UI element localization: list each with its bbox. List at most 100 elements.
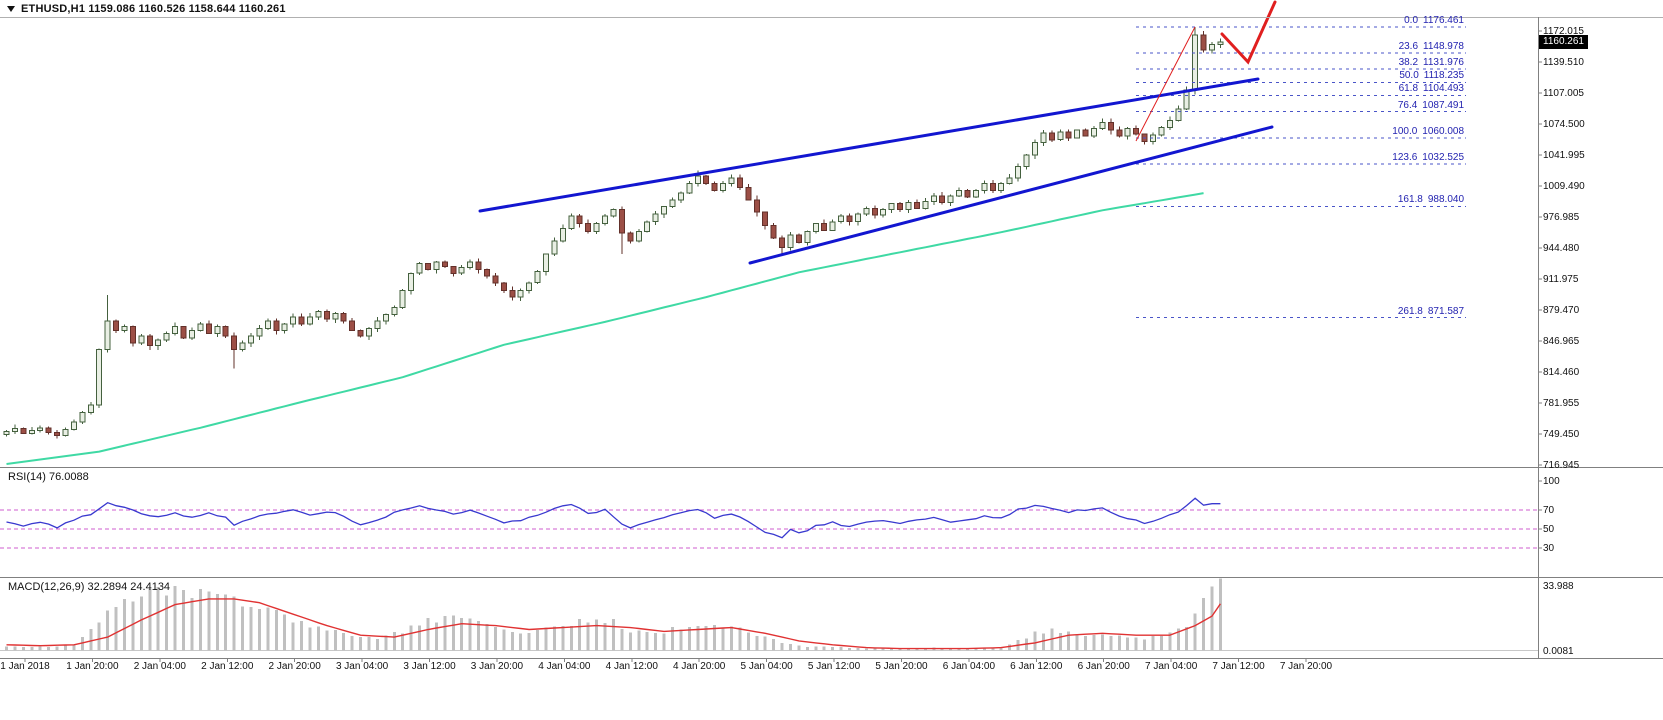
candle-body xyxy=(1133,127,1140,135)
candle-body xyxy=(155,339,162,347)
main-chart-area[interactable] xyxy=(0,17,1538,467)
candle-body xyxy=(821,223,828,231)
candle-body xyxy=(307,316,313,325)
macd-histogram-bar xyxy=(586,622,590,651)
candle-body xyxy=(248,335,254,344)
candle-body xyxy=(129,326,136,344)
candle-body xyxy=(382,313,389,322)
macd-histogram-bar xyxy=(165,595,169,651)
candle-body xyxy=(576,215,583,225)
trend-line[interactable] xyxy=(748,125,1274,265)
candle-body xyxy=(87,404,94,413)
macd-histogram-bar xyxy=(696,626,700,651)
macd-histogram-bar xyxy=(713,625,717,651)
candle-body xyxy=(694,175,701,185)
candle-body xyxy=(281,323,288,331)
candle-body xyxy=(863,207,870,215)
macd-histogram-bar xyxy=(266,607,270,651)
candle-body xyxy=(475,261,482,270)
candle-body xyxy=(593,223,600,232)
macd-panel[interactable] xyxy=(0,578,1538,658)
macd-histogram-bar xyxy=(291,622,295,651)
price-scale[interactable] xyxy=(1538,17,1663,658)
macd-histogram-bar xyxy=(856,648,860,651)
macd-histogram-bar xyxy=(434,622,438,651)
macd-histogram-bar xyxy=(468,618,472,651)
trend-line[interactable] xyxy=(478,77,1260,213)
candle-body xyxy=(998,183,1005,191)
macd-histogram-bar xyxy=(350,636,354,651)
red-projection-line[interactable] xyxy=(1135,26,1196,142)
candle-body xyxy=(1158,126,1165,136)
macd-histogram-bar xyxy=(780,642,784,651)
time-scale[interactable] xyxy=(0,658,1538,676)
candle-body xyxy=(273,320,280,331)
candle-body xyxy=(256,328,263,337)
candle-body xyxy=(711,183,718,191)
candle-body xyxy=(1048,132,1055,141)
candle-body xyxy=(222,326,229,337)
candle-body xyxy=(189,330,195,339)
candle-body xyxy=(3,431,10,436)
candle-body xyxy=(121,326,128,332)
candle-body xyxy=(627,232,634,242)
macd-histogram-bar xyxy=(173,586,177,651)
rsi-panel[interactable] xyxy=(0,468,1538,577)
candle-body xyxy=(517,289,524,298)
candle-body xyxy=(635,230,642,242)
candle-body xyxy=(846,215,853,223)
macd-histogram-bar xyxy=(224,594,228,651)
candle-body xyxy=(458,267,465,274)
macd-histogram-bar xyxy=(359,637,363,651)
candle-body xyxy=(340,312,347,322)
macd-histogram-bar xyxy=(1084,636,1087,651)
candle-body xyxy=(1116,129,1123,137)
macd-histogram-bar xyxy=(30,646,34,651)
symbol-marker-icon xyxy=(7,6,15,12)
candle-body xyxy=(11,428,18,433)
macd-histogram-bar xyxy=(873,648,877,651)
candle-body xyxy=(332,312,339,320)
candle-body xyxy=(484,268,490,277)
candle-body xyxy=(795,234,802,244)
candle-body xyxy=(964,189,971,198)
candle-body xyxy=(602,215,608,225)
candle-body xyxy=(543,253,549,272)
candle-body xyxy=(669,199,676,208)
candle-body xyxy=(880,208,887,216)
candle-body xyxy=(239,342,246,351)
candle-body xyxy=(745,186,752,201)
macd-histogram-bar xyxy=(999,647,1003,651)
candle-body xyxy=(787,234,794,249)
candle-body xyxy=(1091,127,1097,137)
candle-body xyxy=(838,215,845,223)
candle-body xyxy=(96,349,103,406)
macd-histogram-bar xyxy=(38,646,42,651)
macd-histogram-bar xyxy=(864,648,868,651)
candle-body xyxy=(54,432,61,436)
macd-histogram-bar xyxy=(283,614,287,651)
candle-body xyxy=(526,282,533,291)
macd-histogram-bar xyxy=(308,627,312,651)
macd-histogram-bar xyxy=(671,627,674,651)
candle-body xyxy=(28,430,35,435)
candle-body xyxy=(804,230,811,244)
macd-histogram-bar xyxy=(1041,633,1045,651)
candle-body xyxy=(829,221,836,231)
macd-histogram-bar xyxy=(789,644,792,651)
red-arrow-annotation[interactable] xyxy=(1220,0,1277,65)
candle-body xyxy=(408,272,415,291)
macd-histogram-bar xyxy=(637,630,641,651)
candle-body xyxy=(492,275,499,284)
macd-histogram-bar xyxy=(401,633,405,651)
macd-signal-line xyxy=(6,598,1221,650)
macd-histogram-bar xyxy=(578,619,582,651)
macd-histogram-bar xyxy=(662,633,666,651)
candle-body xyxy=(1065,131,1072,139)
macd-histogram-bar xyxy=(595,619,599,651)
macd-histogram-bar xyxy=(654,633,658,651)
candle-body xyxy=(113,320,120,331)
candle-body xyxy=(736,177,743,188)
macd-histogram-bar xyxy=(241,606,244,651)
